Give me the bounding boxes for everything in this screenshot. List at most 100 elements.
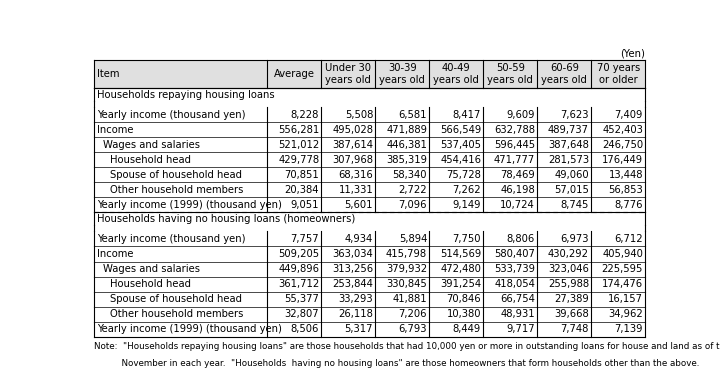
- Text: 7,262: 7,262: [452, 185, 481, 195]
- Text: 521,012: 521,012: [278, 140, 319, 150]
- Text: 9,149: 9,149: [453, 200, 481, 210]
- Text: 446,381: 446,381: [386, 140, 427, 150]
- Text: 387,614: 387,614: [332, 140, 373, 150]
- Text: 495,028: 495,028: [332, 125, 373, 135]
- Text: 4,934: 4,934: [345, 234, 373, 244]
- Text: Yearly income (thousand yen): Yearly income (thousand yen): [97, 234, 246, 244]
- Text: Average: Average: [274, 69, 315, 79]
- Text: 330,845: 330,845: [387, 279, 427, 289]
- Text: 379,932: 379,932: [386, 264, 427, 274]
- Text: 8,806: 8,806: [507, 234, 535, 244]
- Text: 7,623: 7,623: [560, 110, 589, 120]
- Text: 27,389: 27,389: [554, 294, 589, 304]
- Text: 8,228: 8,228: [291, 110, 319, 120]
- Text: 33,293: 33,293: [338, 294, 373, 304]
- Text: Households having no housing loans (homeowners): Households having no housing loans (home…: [97, 214, 356, 224]
- Text: 452,403: 452,403: [602, 125, 643, 135]
- Text: 361,712: 361,712: [278, 279, 319, 289]
- Text: 70,846: 70,846: [446, 294, 481, 304]
- Text: 7,750: 7,750: [453, 234, 481, 244]
- Text: 449,896: 449,896: [278, 264, 319, 274]
- Text: 415,798: 415,798: [386, 249, 427, 259]
- Text: Household head: Household head: [110, 155, 191, 165]
- Text: 8,776: 8,776: [614, 200, 643, 210]
- Text: Income: Income: [97, 249, 134, 259]
- Text: 9,609: 9,609: [507, 110, 535, 120]
- Text: 471,889: 471,889: [386, 125, 427, 135]
- Text: 9,717: 9,717: [506, 324, 535, 334]
- Text: 6,712: 6,712: [614, 234, 643, 244]
- Text: 41,881: 41,881: [392, 294, 427, 304]
- Text: 454,416: 454,416: [440, 155, 481, 165]
- Text: 246,750: 246,750: [602, 140, 643, 150]
- Text: 307,968: 307,968: [332, 155, 373, 165]
- Text: 11,331: 11,331: [338, 185, 373, 195]
- Text: November in each year.  "Households  having no housing loans" are those homeowne: November in each year. "Households havin…: [94, 360, 700, 369]
- Text: 566,549: 566,549: [440, 125, 481, 135]
- Text: 471,777: 471,777: [494, 155, 535, 165]
- Text: 8,506: 8,506: [291, 324, 319, 334]
- Text: (Yen): (Yen): [621, 48, 645, 58]
- Text: 58,340: 58,340: [392, 170, 427, 180]
- Bar: [94, 60, 645, 88]
- Text: 40-49
years old: 40-49 years old: [433, 63, 480, 85]
- Text: Households repaying housing loans: Households repaying housing loans: [97, 90, 275, 99]
- Text: 363,034: 363,034: [333, 249, 373, 259]
- Text: Other household members: Other household members: [110, 185, 243, 195]
- Text: 533,739: 533,739: [494, 264, 535, 274]
- Text: 5,508: 5,508: [345, 110, 373, 120]
- Text: 5,601: 5,601: [345, 200, 373, 210]
- Text: Under 30
years old: Under 30 years old: [325, 63, 372, 85]
- Text: 7,748: 7,748: [561, 324, 589, 334]
- Text: 48,931: 48,931: [500, 309, 535, 319]
- Text: 20,384: 20,384: [284, 185, 319, 195]
- Text: Yearly income (1999) (thousand yen): Yearly income (1999) (thousand yen): [97, 324, 282, 334]
- Text: 5,894: 5,894: [399, 234, 427, 244]
- Text: 632,788: 632,788: [494, 125, 535, 135]
- Text: Spouse of household head: Spouse of household head: [110, 294, 242, 304]
- Text: 225,595: 225,595: [602, 264, 643, 274]
- Text: 16,157: 16,157: [608, 294, 643, 304]
- Text: 55,377: 55,377: [284, 294, 319, 304]
- Text: 8,745: 8,745: [561, 200, 589, 210]
- Text: 8,417: 8,417: [453, 110, 481, 120]
- Text: Household head: Household head: [110, 279, 191, 289]
- Text: 537,405: 537,405: [440, 140, 481, 150]
- Text: 8,449: 8,449: [453, 324, 481, 334]
- Text: 7,139: 7,139: [614, 324, 643, 334]
- Text: 34,962: 34,962: [608, 309, 643, 319]
- Text: Other household members: Other household members: [110, 309, 243, 319]
- Text: Note:  "Households repaying housing loans" are those households that had 10,000 : Note: "Households repaying housing loans…: [94, 342, 720, 351]
- Text: 281,573: 281,573: [548, 155, 589, 165]
- Text: 255,988: 255,988: [548, 279, 589, 289]
- Text: 2,722: 2,722: [398, 185, 427, 195]
- Text: 489,737: 489,737: [548, 125, 589, 135]
- Text: Wages and salaries: Wages and salaries: [104, 140, 200, 150]
- Text: 387,648: 387,648: [548, 140, 589, 150]
- Text: 509,205: 509,205: [278, 249, 319, 259]
- Text: 596,445: 596,445: [494, 140, 535, 150]
- Text: 10,380: 10,380: [446, 309, 481, 319]
- Text: 556,281: 556,281: [278, 125, 319, 135]
- Text: Income: Income: [97, 125, 134, 135]
- Text: 26,118: 26,118: [338, 309, 373, 319]
- Text: 39,668: 39,668: [554, 309, 589, 319]
- Text: 7,096: 7,096: [399, 200, 427, 210]
- Text: 429,778: 429,778: [278, 155, 319, 165]
- Text: 580,407: 580,407: [494, 249, 535, 259]
- Text: 32,807: 32,807: [284, 309, 319, 319]
- Text: Spouse of household head: Spouse of household head: [110, 170, 242, 180]
- Text: 6,973: 6,973: [560, 234, 589, 244]
- Text: 75,728: 75,728: [446, 170, 481, 180]
- Text: 70,851: 70,851: [284, 170, 319, 180]
- Text: 60-69
years old: 60-69 years old: [541, 63, 588, 85]
- Text: 70 years
or older: 70 years or older: [597, 63, 640, 85]
- Text: 9,051: 9,051: [291, 200, 319, 210]
- Text: 7,206: 7,206: [399, 309, 427, 319]
- Text: 13,448: 13,448: [608, 170, 643, 180]
- Text: 7,409: 7,409: [615, 110, 643, 120]
- Text: Item: Item: [97, 69, 120, 79]
- Text: 46,198: 46,198: [500, 185, 535, 195]
- Text: 5,317: 5,317: [345, 324, 373, 334]
- Text: 7,757: 7,757: [291, 234, 319, 244]
